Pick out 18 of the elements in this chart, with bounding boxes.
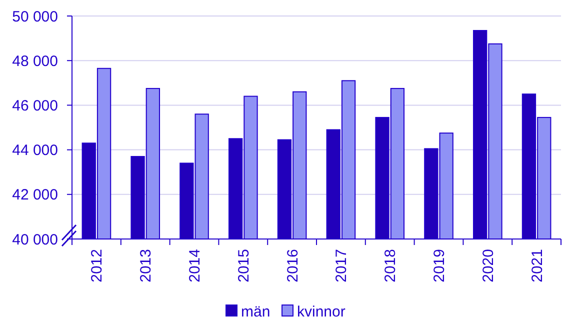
y-tick-label: 48 000 (12, 52, 58, 70)
x-tick-label: 2020 (480, 249, 497, 282)
x-tick-label: 2015 (235, 249, 252, 282)
y-tick-label: 40 000 (12, 231, 58, 248)
x-tick-label: 2019 (431, 249, 448, 282)
x-tick-label: 2018 (382, 249, 400, 282)
y-tick-label: 46 000 (12, 97, 58, 114)
x-tick-label: 2013 (138, 249, 155, 282)
x-tick-label: 2017 (333, 249, 350, 282)
x-tick-label: 2014 (186, 249, 204, 282)
x-tick-label: 2021 (528, 249, 546, 282)
y-tick-label: 42 000 (12, 186, 58, 204)
legend-label: kvinnor (297, 303, 346, 320)
legend-label: män (241, 303, 270, 320)
y-tick-label: 50 000 (12, 8, 58, 26)
x-tick-label: 2012 (88, 249, 106, 282)
y-tick-label: 44 000 (12, 142, 58, 160)
x-tick-label: 2016 (284, 249, 302, 282)
